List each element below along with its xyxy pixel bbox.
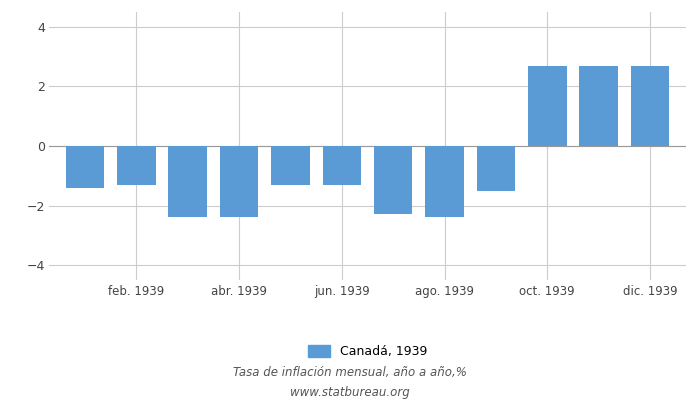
Legend: Canadá, 1939: Canadá, 1939 <box>307 345 428 358</box>
Bar <box>323 146 361 185</box>
Bar <box>66 146 104 188</box>
Bar <box>117 146 155 185</box>
Bar <box>220 146 258 218</box>
Bar <box>426 146 464 218</box>
Bar <box>580 66 618 146</box>
Bar <box>374 146 412 214</box>
Bar <box>528 66 566 146</box>
Bar <box>271 146 309 185</box>
Text: Tasa de inflación mensual, año a año,%: Tasa de inflación mensual, año a año,% <box>233 366 467 379</box>
Bar <box>169 146 207 218</box>
Bar <box>477 146 515 191</box>
Text: www.statbureau.org: www.statbureau.org <box>290 386 410 399</box>
Bar <box>631 66 669 146</box>
